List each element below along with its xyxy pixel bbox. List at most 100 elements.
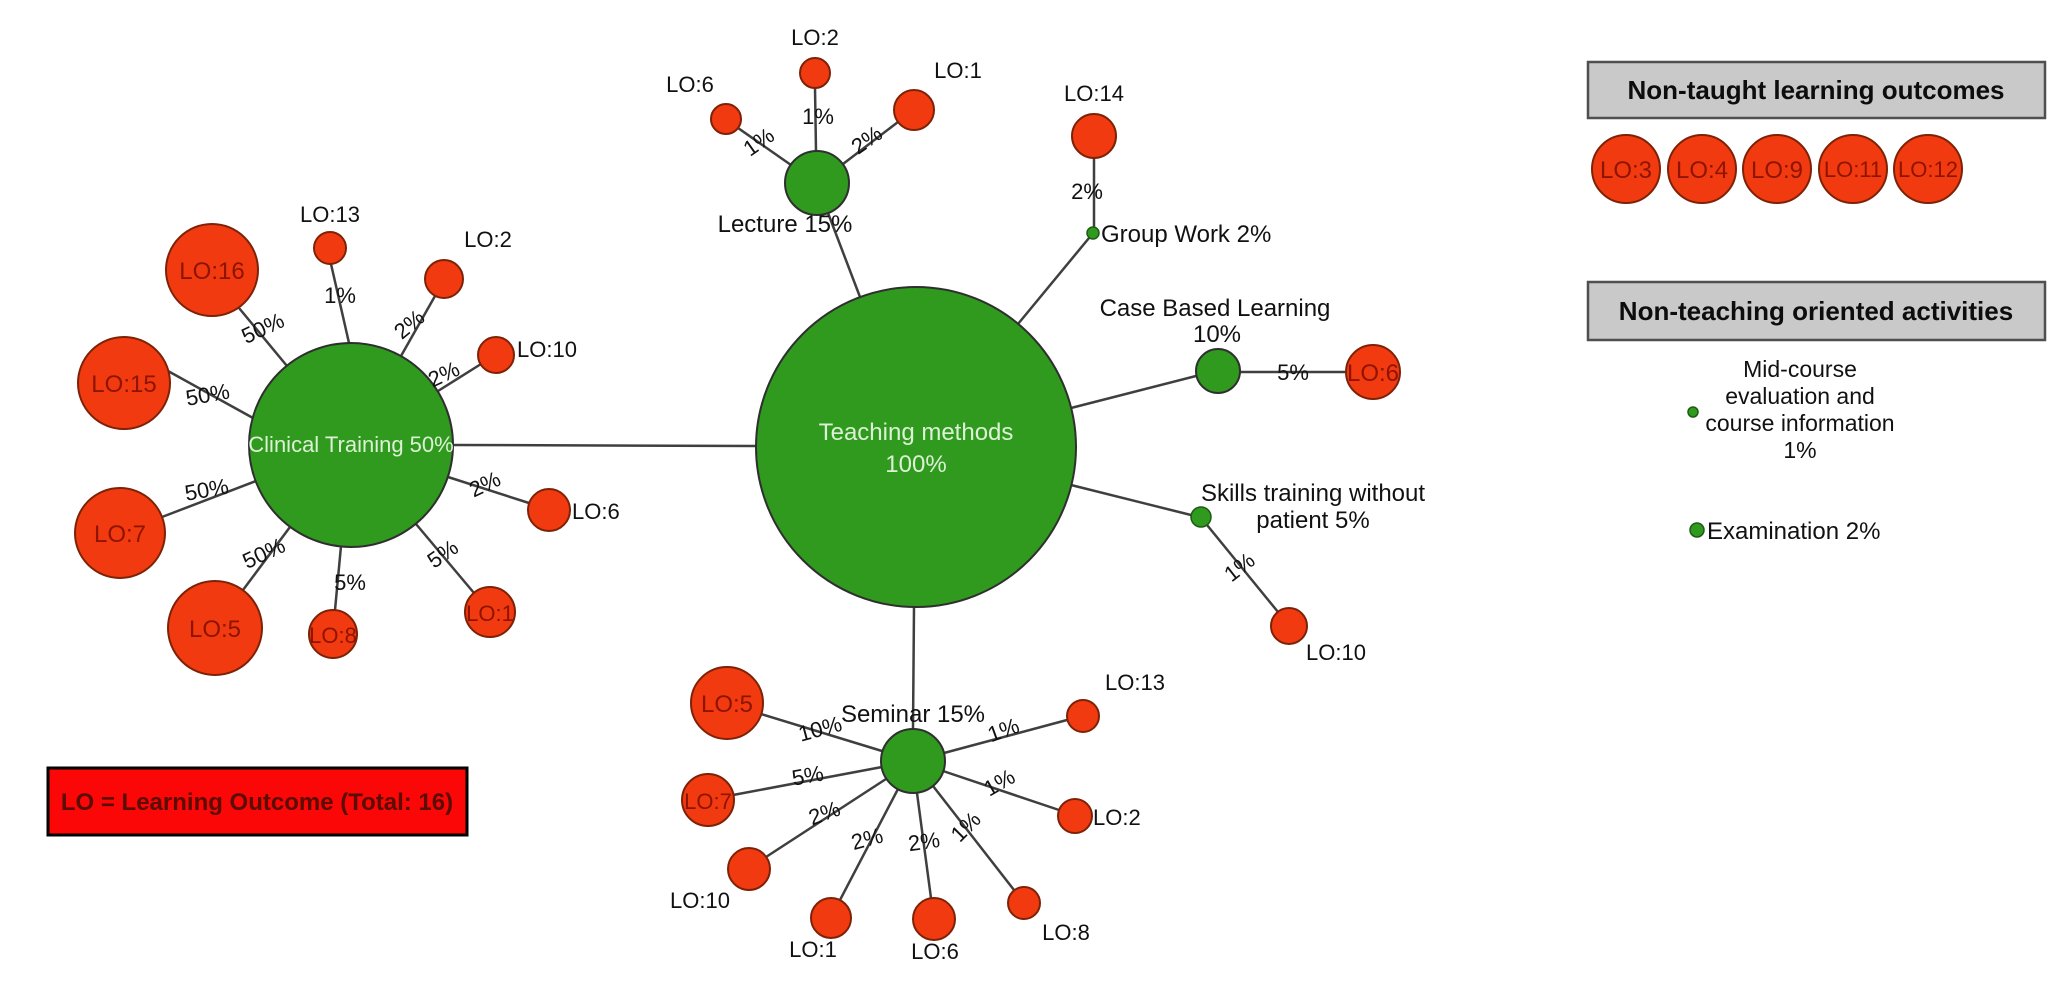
nontaught-lo4-label: LO:4 — [1676, 157, 1728, 184]
nontaught-lo11-label: LO:11 — [1824, 157, 1882, 182]
node-seminar-lo6 — [912, 897, 956, 941]
node-clinical-lo15 — [77, 336, 171, 430]
lecture-lo1-label: LO:1 — [934, 58, 982, 83]
edge-seminar-lo2 — [942, 769, 1060, 812]
seminar-lo1-pct: 2% — [848, 823, 885, 855]
edge-teaching-seminar — [911, 606, 916, 730]
seminar-lo8-pct: 1% — [946, 807, 986, 847]
skills-label-line2: patient 5% — [1256, 507, 1369, 534]
skills-lo10-label: LO:10 — [1306, 640, 1366, 665]
legend-text: LO = Learning Outcome (Total: 16) — [61, 789, 453, 816]
node-case-based-learning — [1195, 348, 1241, 394]
node-clinical-lo7 — [74, 487, 166, 579]
node-teaching-methods — [755, 286, 1077, 608]
labels: Teaching methods 100% Clinical Training … — [61, 25, 2013, 964]
edge-clinical-lo16 — [238, 307, 288, 367]
clinical-lo2-pct: 2% — [389, 304, 429, 344]
legend-box — [46, 766, 469, 837]
case-based-label-line2: 10% — [1193, 321, 1241, 348]
nontaught-lo3-label: LO:3 — [1600, 157, 1652, 184]
edge-clinical-teaching — [452, 443, 757, 448]
edge-lecture-lo2 — [813, 87, 818, 152]
skills-label-line1: Skills training without — [1201, 480, 1425, 507]
edge-seminar-lo10 — [765, 777, 887, 859]
edge-clinical-lo2 — [399, 295, 437, 357]
lecture-lo2-label: LO:2 — [791, 25, 839, 50]
edge-skills-lo10 — [1206, 524, 1279, 613]
seminar-lo2-label: LO:2 — [1093, 805, 1141, 830]
clinical-lo10-label: LO:10 — [517, 337, 577, 362]
edge-seminar-lo13 — [943, 718, 1068, 755]
node-clinical-lo5 — [167, 580, 263, 676]
edge-lecture-lo1 — [842, 121, 899, 165]
examination-label: Examination 2% — [1707, 518, 1880, 545]
node-lecture-lo1 — [893, 89, 935, 131]
green-nodes — [248, 150, 1705, 794]
edge-teaching-groupwork — [1017, 237, 1090, 325]
node-seminar-lo13 — [1066, 699, 1100, 733]
clinical-lo13-label: LO:13 — [300, 202, 360, 227]
node-lecture — [784, 150, 850, 216]
lecture-lo6-pct: 1% — [739, 122, 779, 161]
node-clinical-lo6 — [527, 488, 571, 532]
clinical-lo13-pct: 1% — [324, 283, 356, 308]
seminar-lo7-label: LO:7 — [684, 789, 732, 814]
node-seminar-lo8 — [1007, 886, 1041, 920]
seminar-lo5-label: LO:5 — [701, 691, 753, 718]
seminar-lo13-label: LO:13 — [1105, 670, 1165, 695]
mid-course-line2: evaluation and — [1725, 383, 1875, 409]
non-teaching-header: Non-teaching oriented activities — [1619, 296, 2013, 326]
edge-clinical-lo8 — [333, 545, 343, 611]
node-group-work — [1086, 226, 1100, 240]
edge-seminar-lo6 — [915, 792, 933, 899]
seminar-lo13-pct: 1% — [984, 713, 1022, 747]
node-seminar-lo5 — [690, 666, 764, 740]
node-clinical-lo1 — [464, 586, 516, 638]
node-nontaught-lo11 — [1818, 134, 1888, 204]
clinical-lo8-label: LO:8 — [309, 623, 357, 648]
mid-course-line3: course information — [1705, 410, 1894, 436]
casebased-lo6-label: LO:6 — [1347, 360, 1399, 387]
edge-clinical-lo15 — [167, 369, 254, 420]
clinical-lo1-label: LO:1 — [466, 601, 514, 626]
node-seminar-lo2 — [1057, 798, 1093, 834]
edge-teaching-casebased — [1070, 374, 1197, 410]
lecture-lo6-label: LO:6 — [666, 72, 714, 97]
groupwork-lo14-label: LO:14 — [1064, 81, 1124, 106]
edge-clinical-lo5 — [241, 526, 292, 591]
edge-lecture-lo6 — [737, 126, 792, 167]
node-nontaught-lo12 — [1893, 134, 1963, 204]
clinical-lo8-pct: 5% — [334, 570, 366, 595]
nontaught-lo9-label: LO:9 — [1751, 157, 1803, 184]
seminar-lo8-label: LO:8 — [1042, 920, 1090, 945]
node-examination-dot — [1689, 522, 1705, 538]
node-lecture-lo6 — [710, 103, 742, 135]
edges — [161, 87, 1346, 901]
seminar-lo6-pct: 2% — [906, 827, 941, 856]
node-skills-lo10 — [1270, 607, 1308, 645]
edge-clinical-lo10 — [437, 362, 482, 393]
nontaught-lo12-label: LO:12 — [1898, 157, 1958, 182]
clinical-lo5-label: LO:5 — [189, 616, 241, 643]
node-seminar — [880, 728, 946, 794]
red-nodes — [74, 57, 1963, 941]
edge-clinical-lo6 — [447, 475, 530, 505]
node-clinical-lo8 — [308, 609, 358, 659]
node-clinical-training — [248, 342, 454, 548]
node-nontaught-lo3 — [1591, 134, 1661, 204]
seminar-lo1-label: LO:1 — [789, 937, 837, 962]
clinical-lo16-label: LO:16 — [179, 258, 244, 285]
seminar-lo7-pct: 5% — [790, 761, 826, 791]
edge-clinical-lo7 — [161, 479, 257, 519]
lecture-lo1-pct: 2% — [847, 120, 887, 159]
node-groupwork-lo14 — [1071, 113, 1117, 159]
edge-seminar-lo7 — [732, 765, 883, 797]
node-skills-training — [1190, 506, 1212, 528]
non-taught-header: Non-taught learning outcomes — [1628, 75, 2005, 105]
lecture-label: Lecture 15% — [718, 211, 853, 238]
edge-teaching-skills — [1070, 483, 1192, 517]
non-taught-header-box — [1586, 60, 2047, 120]
seminar-label: Seminar 15% — [841, 701, 985, 728]
